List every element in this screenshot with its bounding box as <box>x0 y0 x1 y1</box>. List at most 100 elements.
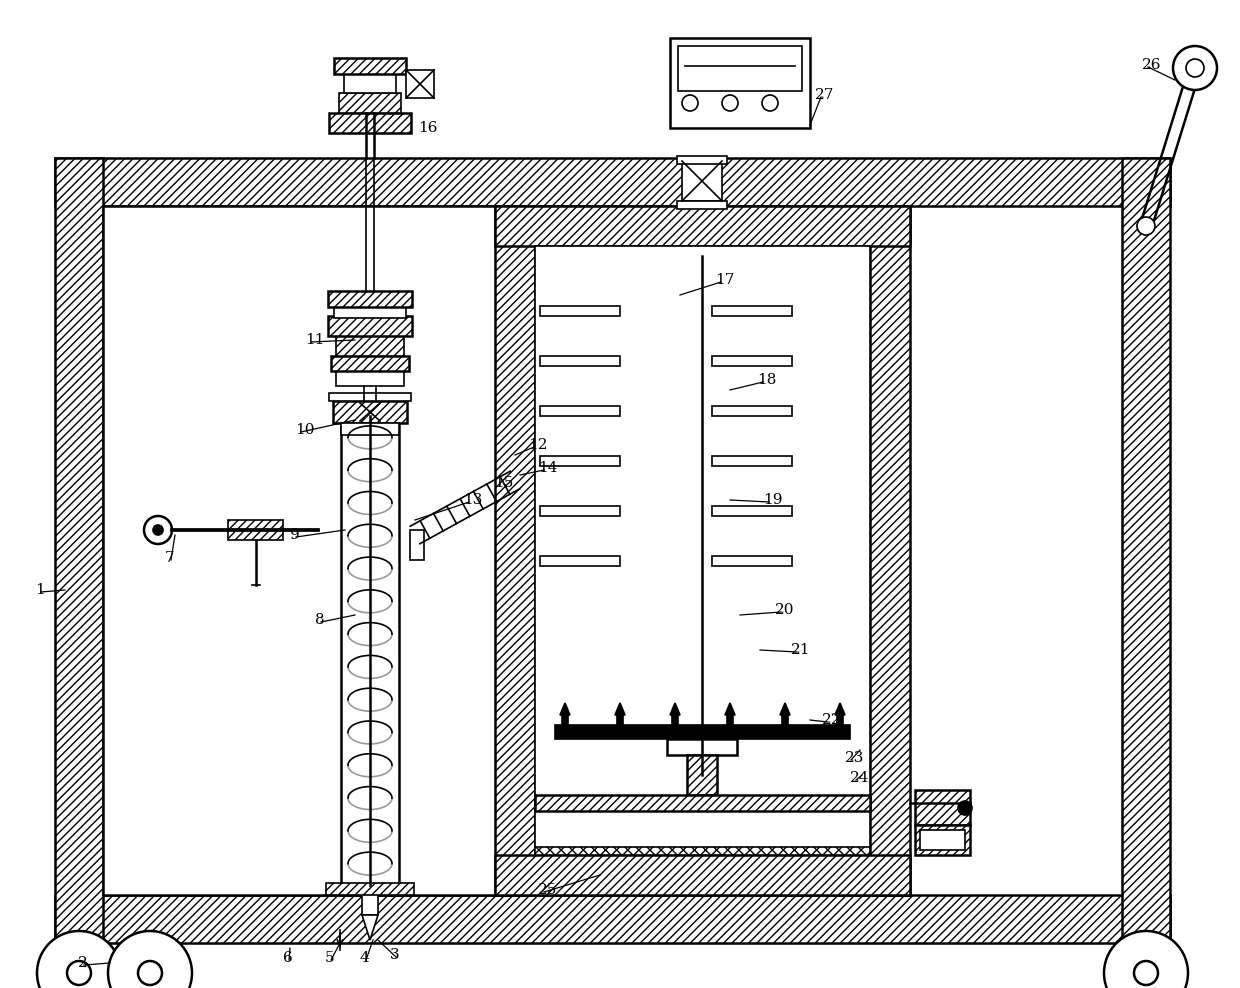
Bar <box>915 790 970 825</box>
Bar <box>55 895 1171 943</box>
Bar <box>677 156 727 164</box>
Circle shape <box>37 931 122 988</box>
Circle shape <box>959 801 972 815</box>
Text: 19: 19 <box>763 493 782 507</box>
Circle shape <box>763 95 777 111</box>
Text: 4: 4 <box>360 951 370 965</box>
Text: 12: 12 <box>528 438 548 452</box>
Bar <box>1122 158 1171 943</box>
Text: 10: 10 <box>295 423 315 437</box>
Polygon shape <box>835 703 844 715</box>
Bar <box>329 316 412 336</box>
Bar <box>539 556 620 566</box>
Bar <box>712 306 792 316</box>
Bar <box>534 847 870 855</box>
Text: 18: 18 <box>756 373 776 387</box>
Bar <box>920 830 965 850</box>
Bar <box>667 739 737 755</box>
Bar <box>326 883 414 895</box>
Circle shape <box>1137 217 1154 235</box>
Bar <box>103 206 518 895</box>
Bar <box>228 520 283 540</box>
Text: 13: 13 <box>463 493 482 507</box>
Bar <box>539 406 620 416</box>
Text: 27: 27 <box>815 88 835 102</box>
Bar <box>712 406 792 416</box>
Bar <box>782 715 787 725</box>
Text: 15: 15 <box>494 476 513 490</box>
Circle shape <box>682 95 698 111</box>
Bar <box>677 201 727 209</box>
Bar <box>618 715 622 725</box>
Text: 11: 11 <box>305 333 325 347</box>
Bar <box>870 206 910 895</box>
Polygon shape <box>615 703 625 715</box>
Bar <box>712 556 792 566</box>
Bar <box>495 206 534 895</box>
Text: 24: 24 <box>849 771 869 785</box>
Text: 22: 22 <box>822 713 842 727</box>
Bar <box>539 506 620 516</box>
Bar <box>336 336 404 356</box>
Circle shape <box>144 516 172 544</box>
Bar <box>712 456 792 466</box>
Bar <box>405 70 434 98</box>
Bar <box>334 58 405 74</box>
Polygon shape <box>670 703 680 715</box>
Bar <box>334 401 407 423</box>
Bar <box>915 825 970 855</box>
Circle shape <box>1185 59 1204 77</box>
Circle shape <box>722 95 738 111</box>
Bar <box>539 356 620 366</box>
Circle shape <box>138 961 162 985</box>
Bar <box>362 890 378 915</box>
Circle shape <box>108 931 192 988</box>
Bar <box>329 393 410 401</box>
Text: 9: 9 <box>290 528 300 542</box>
Bar <box>682 161 722 201</box>
Bar <box>341 406 399 895</box>
Text: 16: 16 <box>418 121 438 135</box>
Bar <box>539 456 620 466</box>
Bar <box>837 715 843 725</box>
Bar <box>336 371 404 386</box>
Bar <box>343 73 396 93</box>
Bar <box>539 306 620 316</box>
Bar <box>678 46 802 91</box>
Polygon shape <box>725 703 735 715</box>
Bar <box>334 306 405 318</box>
Text: 3: 3 <box>391 948 399 962</box>
Bar <box>329 291 412 307</box>
Text: 8: 8 <box>315 613 325 627</box>
Text: 21: 21 <box>791 643 811 657</box>
Text: 25: 25 <box>538 883 557 897</box>
Bar <box>672 715 678 725</box>
Bar <box>55 158 1171 206</box>
Bar <box>534 795 870 811</box>
Bar <box>670 38 810 128</box>
Text: 5: 5 <box>325 951 335 965</box>
Bar <box>331 356 409 371</box>
Bar <box>495 855 910 895</box>
Bar <box>339 93 401 113</box>
Circle shape <box>153 525 162 535</box>
Text: 26: 26 <box>1142 58 1162 72</box>
Text: 23: 23 <box>844 751 864 765</box>
Bar <box>727 715 733 725</box>
Bar <box>712 356 792 366</box>
Bar <box>495 206 910 246</box>
Bar <box>687 755 717 795</box>
Bar <box>562 715 568 725</box>
Text: 14: 14 <box>538 461 558 475</box>
Bar <box>329 113 410 133</box>
Text: 7: 7 <box>165 551 175 565</box>
Circle shape <box>1135 961 1158 985</box>
Bar <box>556 725 849 739</box>
Polygon shape <box>362 915 378 940</box>
Text: 6: 6 <box>283 951 293 965</box>
Bar <box>55 158 103 943</box>
Text: 20: 20 <box>775 603 795 617</box>
Bar <box>712 506 792 516</box>
Bar <box>534 246 870 855</box>
Circle shape <box>1104 931 1188 988</box>
